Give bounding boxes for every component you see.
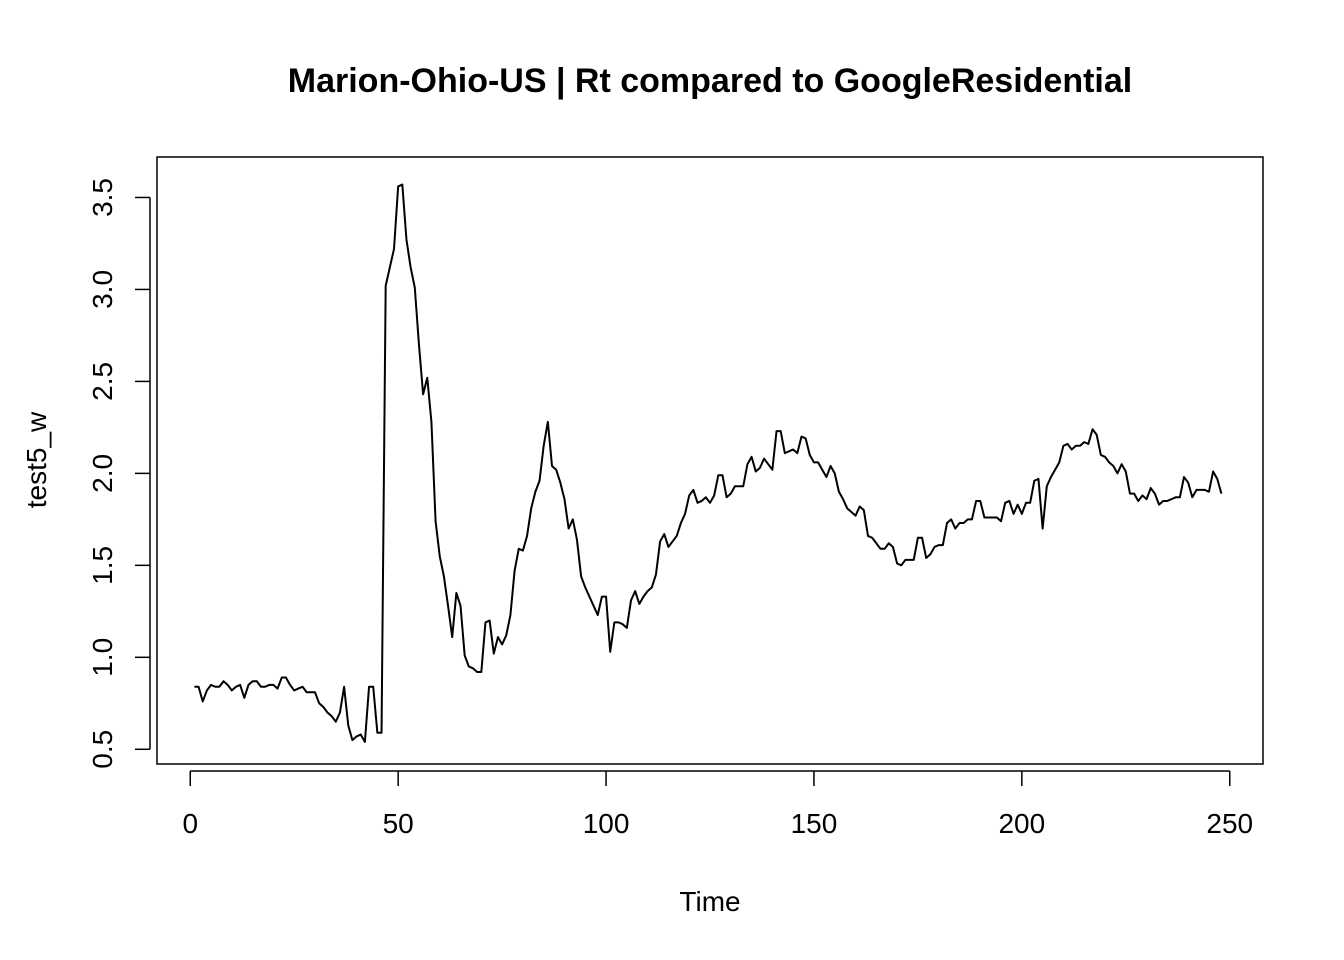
y-tick-label: 1.5 — [87, 546, 118, 585]
y-axis-label: test5_w — [21, 411, 52, 508]
series-line — [194, 183, 1223, 743]
x-tick-label: 150 — [791, 808, 838, 839]
y-axis: 0.5 1.0 1.5 2.0 2.5 3.0 3.5 — [87, 178, 151, 769]
y-tick-label: 3.0 — [87, 270, 118, 309]
x-tick-label: 0 — [182, 808, 198, 839]
x-axis-label: Time — [679, 886, 740, 917]
y-tick-label: 2.0 — [87, 454, 118, 493]
x-tick-label: 50 — [383, 808, 414, 839]
x-axis: 0 50 100 150 200 250 — [182, 770, 1253, 839]
y-tick-label: 2.5 — [87, 362, 118, 401]
x-tick-label: 100 — [583, 808, 630, 839]
series-layer — [194, 183, 1223, 743]
x-tick-label: 200 — [998, 808, 1045, 839]
plot-frame — [156, 156, 1264, 765]
y-tick-label: 0.5 — [87, 730, 118, 769]
x-tick-label: 250 — [1206, 808, 1253, 839]
y-tick-label: 3.5 — [87, 178, 118, 217]
y-tick-label: 1.0 — [87, 638, 118, 677]
chart-title: Marion-Ohio-US | Rt compared to GoogleRe… — [288, 62, 1132, 100]
